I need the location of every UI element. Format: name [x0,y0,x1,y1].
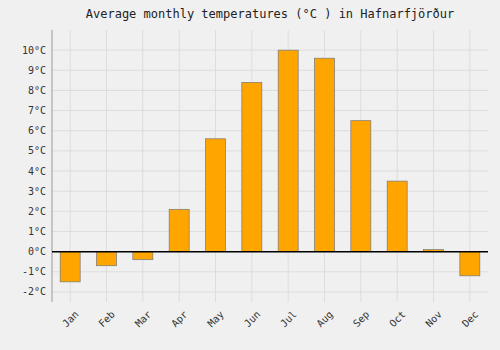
bar [460,252,480,276]
zero-line [52,251,488,253]
x-grid-line [179,30,180,302]
x-tick-label: Feb [96,309,117,330]
chart: -2°C -1°C 0°C 1°C 2°C 3°C 4°C 5°C 6°C 7°C 8°C 9°C 10… [0,0,500,350]
y-tick-label: 2°C [28,206,46,217]
bar [60,252,80,282]
y-grid-line [52,171,488,172]
y-tick-labels: -2°C -1°C 0°C 1°C 2°C 3°C 4°C 5°C 6°C 7°C 8°C 9°C 10… [22,45,46,298]
y-grid-line [52,90,488,91]
x-tick-label: Dec [460,309,481,330]
y-axis-line [52,30,53,302]
x-tick-label: May [205,309,226,330]
x-tick-label: Aug [314,309,335,330]
y-grid-line [52,291,488,292]
y-tick-label: 1°C [28,226,46,237]
y-grid-line [52,251,488,252]
bar [169,209,189,251]
y-grid-line [52,50,488,51]
x-grid-line [397,30,398,302]
y-tick-label: 3°C [28,186,46,197]
y-tick-label: -2°C [22,286,46,297]
y-tick-label: 8°C [28,85,46,96]
title: Average monthly temperatures (°C ) in Ha… [86,7,454,21]
bar [97,252,117,266]
y-grid-line [52,130,488,131]
bar [242,82,262,251]
y-grid-line [52,191,488,192]
bar [387,181,407,252]
y-tick-label: 6°C [28,125,46,136]
y-tick-label: 4°C [28,166,46,177]
x-tick-label: Jul [278,309,299,330]
y-grid-line [52,271,488,272]
bar [315,58,335,251]
x-tick-label: Oct [387,309,408,330]
y-tick-label: 0°C [28,246,46,257]
y-tick-label: -1°C [22,266,46,277]
background [0,0,500,350]
y-grid-line [52,211,488,212]
y-tick-label: 10°C [22,45,46,56]
x-tick-label: Mar [133,309,154,330]
page: {"chart_data": {"type": "bar", "title": … [0,0,500,350]
y-grid-line [52,110,488,111]
y-grid-line [52,150,488,151]
x-tick-label: Apr [169,309,190,330]
x-grid-line [142,30,143,302]
bar [206,139,226,252]
y-tick-label: 7°C [28,105,46,116]
bar [351,121,371,252]
x-tick-label: Jan [60,309,81,330]
bar [133,252,153,260]
x-tick-label: Jun [242,309,263,330]
chart-container: -2°C -1°C 0°C 1°C 2°C 3°C 4°C 5°C 6°C 7°C 8°C 9°C 10… [0,0,500,350]
y-tick-label: 9°C [28,65,46,76]
y-grid-line [52,231,488,232]
bar [278,50,298,251]
y-grid-line [52,70,488,71]
grid [52,30,488,302]
bars [60,50,480,282]
x-tick-labels: Jan Feb Mar Apr May Jun Jul Aug Sep Oct Nov Dec [60,309,480,330]
x-tick-label: Sep [351,309,372,330]
x-grid-line [433,30,434,302]
x-tick-label: Nov [423,309,444,330]
y-tick-label: 5°C [28,145,46,156]
